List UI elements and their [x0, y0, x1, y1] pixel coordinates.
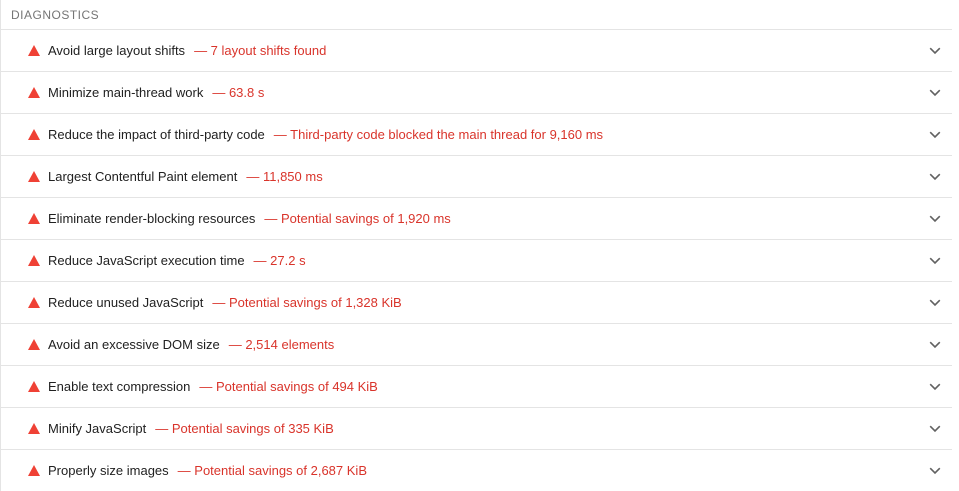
- diagnostic-title: Reduce the impact of third-party code: [48, 127, 265, 142]
- diagnostic-item[interactable]: Enable text compression — Potential savi…: [1, 366, 952, 408]
- diagnostic-item[interactable]: Reduce the impact of third-party code — …: [1, 114, 952, 156]
- warning-triangle-icon: [28, 465, 40, 476]
- diagnostic-item[interactable]: Minimize main-thread work — 63.8 s: [1, 72, 952, 114]
- chevron-down-icon[interactable]: [929, 383, 941, 391]
- chevron-down-icon[interactable]: [929, 425, 941, 433]
- warning-triangle-icon: [28, 339, 40, 350]
- diagnostic-detail: — 2,514 elements: [228, 337, 335, 352]
- diagnostic-title: Reduce JavaScript execution time: [48, 253, 245, 268]
- diagnostic-title: Minify JavaScript: [48, 421, 147, 436]
- diagnostic-title: Enable text compression: [48, 379, 191, 394]
- diagnostic-title: Eliminate render-blocking resources: [48, 211, 256, 226]
- chevron-down-icon[interactable]: [929, 341, 941, 349]
- diagnostic-item[interactable]: Reduce unused JavaScript — Potential sav…: [1, 282, 952, 324]
- chevron-down-icon[interactable]: [929, 299, 941, 307]
- chevron-down-icon[interactable]: [929, 47, 941, 55]
- chevron-down-icon[interactable]: [929, 215, 941, 223]
- warning-triangle-icon: [28, 297, 40, 308]
- diagnostics-section-title: DIAGNOSTICS: [1, 0, 952, 30]
- warning-triangle-icon: [28, 129, 40, 140]
- diagnostic-item[interactable]: Avoid an excessive DOM size — 2,514 elem…: [1, 324, 952, 366]
- diagnostic-item[interactable]: Largest Contentful Paint element — 11,85…: [1, 156, 952, 198]
- diagnostic-detail: — Potential savings of 494 KiB: [199, 379, 378, 394]
- diagnostic-item[interactable]: Eliminate render-blocking resources — Po…: [1, 198, 952, 240]
- diagnostic-title: Avoid an excessive DOM size: [48, 337, 220, 352]
- diagnostic-detail: — 7 layout shifts found: [194, 43, 327, 58]
- chevron-down-icon[interactable]: [929, 131, 941, 139]
- diagnostic-item[interactable]: Avoid large layout shifts — 7 layout shi…: [1, 30, 952, 72]
- diagnostics-list: Avoid large layout shifts — 7 layout shi…: [1, 30, 952, 491]
- diagnostic-detail: — Potential savings of 2,687 KiB: [177, 463, 367, 478]
- diagnostic-title: Properly size images: [48, 463, 169, 478]
- diagnostic-detail: — Potential savings of 1,328 KiB: [212, 295, 402, 310]
- diagnostic-title: Minimize main-thread work: [48, 85, 204, 100]
- warning-triangle-icon: [28, 381, 40, 392]
- diagnostic-detail: — 63.8 s: [212, 85, 265, 100]
- diagnostic-detail: — 11,850 ms: [246, 169, 323, 184]
- diagnostic-title: Avoid large layout shifts: [48, 43, 186, 58]
- chevron-down-icon[interactable]: [929, 173, 941, 181]
- chevron-down-icon[interactable]: [929, 467, 941, 475]
- diagnostic-detail: — Potential savings of 1,920 ms: [264, 211, 451, 226]
- chevron-down-icon[interactable]: [929, 89, 941, 97]
- diagnostic-item[interactable]: Minify JavaScript — Potential savings of…: [1, 408, 952, 450]
- diagnostic-detail: — Third-party code blocked the main thre…: [273, 127, 604, 142]
- warning-triangle-icon: [28, 171, 40, 182]
- diagnostic-item[interactable]: Reduce JavaScript execution time — 27.2 …: [1, 240, 952, 282]
- diagnostic-detail: — 27.2 s: [253, 253, 306, 268]
- diagnostic-detail: — Potential savings of 335 KiB: [155, 421, 334, 436]
- warning-triangle-icon: [28, 255, 40, 266]
- chevron-down-icon[interactable]: [929, 257, 941, 265]
- warning-triangle-icon: [28, 423, 40, 434]
- diagnostic-title: Reduce unused JavaScript: [48, 295, 204, 310]
- warning-triangle-icon: [28, 45, 40, 56]
- warning-triangle-icon: [28, 213, 40, 224]
- diagnostic-item[interactable]: Properly size images — Potential savings…: [1, 450, 952, 491]
- diagnostic-title: Largest Contentful Paint element: [48, 169, 238, 184]
- warning-triangle-icon: [28, 87, 40, 98]
